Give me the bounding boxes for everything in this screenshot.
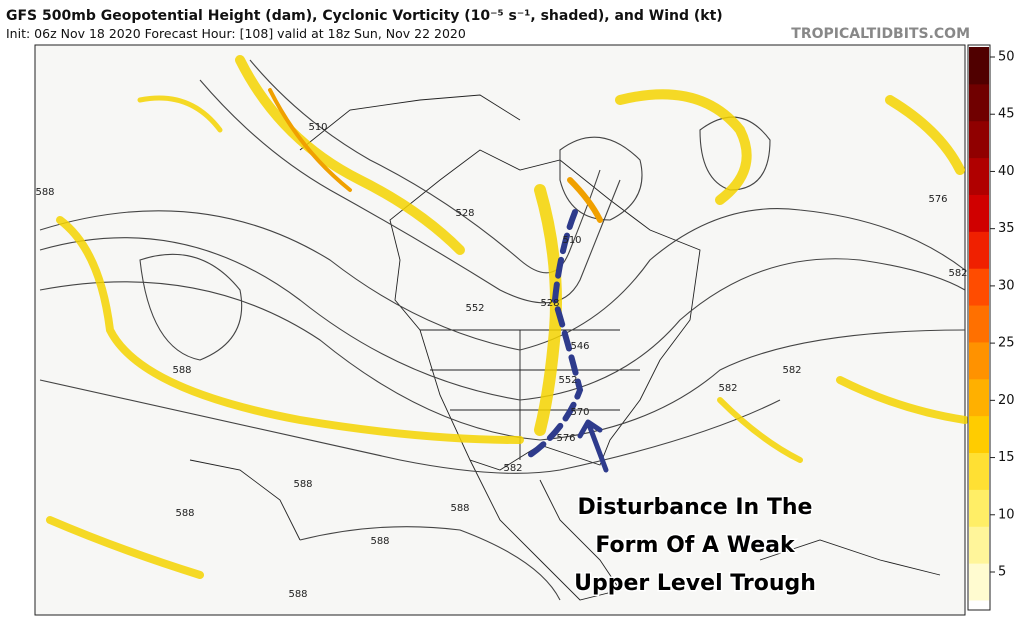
colorbar-swatch <box>969 268 989 306</box>
map: 510 528 552 510 528 546 552 570 576 582 588 588 588 5… <box>34 44 969 616</box>
trough-line <box>527 209 584 458</box>
colorbar-swatch <box>969 452 989 490</box>
colorbar-swatch <box>969 47 989 85</box>
contour-label: 582 <box>503 463 522 474</box>
colorbar-swatch <box>969 341 989 380</box>
colorbar-swatch <box>969 305 989 343</box>
colorbar-swatch <box>969 231 989 269</box>
contour-labels: 510 528 552 510 528 546 552 570 576 582 588 588 588 5… <box>35 122 967 600</box>
colorbar-tick-label: 40 <box>998 164 1015 179</box>
colorbar-swatch <box>969 526 989 564</box>
contour-label: 570 <box>570 407 589 418</box>
contour-label: 582 <box>782 365 801 376</box>
colorbar-swatch <box>969 415 989 454</box>
colorbar-tick-label: 25 <box>998 336 1015 351</box>
colorbar-swatch <box>969 489 989 527</box>
colorbar-swatch <box>969 194 989 232</box>
colorbar-swatch <box>969 120 989 159</box>
colorbar-tick-label: 45 <box>998 107 1015 122</box>
contour-label: 576 <box>556 433 575 444</box>
colorbar-tick-label: 30 <box>998 278 1015 293</box>
trough-marker <box>527 209 609 473</box>
colorbar-swatch <box>969 157 989 195</box>
contour-label: 528 <box>455 208 474 219</box>
height-contours <box>39 59 966 601</box>
map-subtitle: Init: 06z Nov 18 2020 Forecast Hour: [10… <box>6 26 466 41</box>
colorbar-swatch <box>969 83 989 122</box>
contour-label: 588 <box>450 503 469 514</box>
contour-label: 588 <box>370 536 389 547</box>
colorbar-swatch <box>969 378 989 417</box>
colorbar-tick-label: 5 <box>998 565 1006 580</box>
contour-label: 588 <box>172 365 191 376</box>
colorbar-tick-label: 20 <box>998 393 1015 408</box>
contour-label: 552 <box>558 375 577 386</box>
contour-label: 582 <box>718 383 737 394</box>
colorbar-swatch <box>969 563 989 601</box>
contour-label: 546 <box>570 341 589 352</box>
contour-label: 588 <box>288 589 307 600</box>
contour-label: 510 <box>562 235 581 246</box>
colorbar-tick-label: 50 <box>998 50 1015 65</box>
contour-label: 588 <box>175 508 194 519</box>
trough-arrow <box>577 419 609 473</box>
coastlines <box>189 94 941 601</box>
vorticity-shading <box>46 55 969 579</box>
contour-label: 528 <box>540 298 559 309</box>
colorbar-tick-label: 35 <box>998 221 1015 236</box>
annotation-line: Disturbance In The <box>578 495 813 520</box>
map-title: GFS 500mb Geopotential Height (dam), Cyc… <box>6 8 723 24</box>
colorbar: 5 10 15 20 25 30 35 40 45 50 <box>967 44 1015 611</box>
annotation: Disturbance In The Form Of A Weak Upper Le… <box>573 494 818 598</box>
colorbar-tick-label: 10 <box>998 507 1015 522</box>
contour-label: 510 <box>308 122 327 133</box>
credit: TROPICALTIDBITS.COM <box>791 26 970 42</box>
contour-label: 588 <box>35 187 54 198</box>
annotation-line: Upper Level Trough <box>574 571 816 596</box>
annotation-line: Form Of A Weak <box>595 533 796 558</box>
contour-label: 588 <box>293 479 312 490</box>
contour-label: 576 <box>928 194 947 205</box>
contour-label: 552 <box>465 303 484 314</box>
colorbar-tick-label: 15 <box>998 450 1015 465</box>
contour-label: 582 <box>948 268 967 279</box>
